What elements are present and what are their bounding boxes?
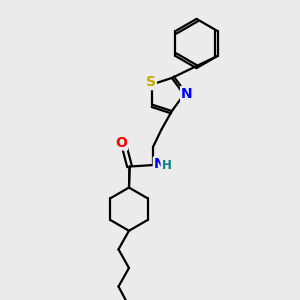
Text: O: O bbox=[115, 136, 127, 149]
Text: S: S bbox=[146, 75, 156, 89]
Text: H: H bbox=[161, 159, 171, 172]
Text: N: N bbox=[154, 158, 165, 171]
Text: N: N bbox=[181, 87, 193, 101]
